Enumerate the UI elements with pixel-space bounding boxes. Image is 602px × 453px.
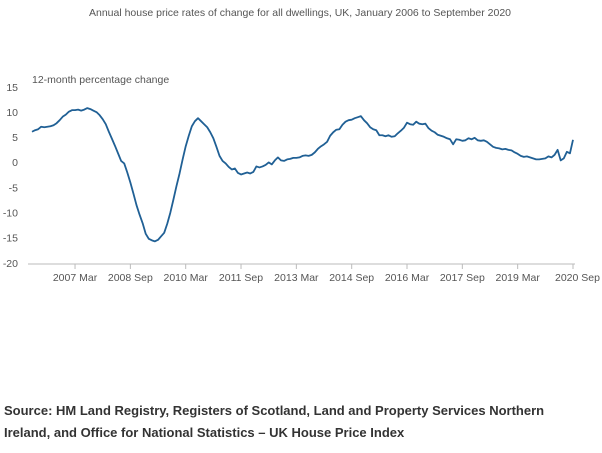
y-tick-label: 5 (12, 132, 18, 144)
x-tick-label: 2017 Sep (440, 272, 485, 284)
data-line (31, 107, 574, 243)
x-tick-label: 2020 Sep (555, 272, 600, 284)
y-tick-label: 10 (6, 107, 18, 119)
y-tick-label: -15 (3, 233, 18, 245)
x-tick-label: 2008 Sep (108, 272, 153, 284)
x-tick-label: 2013 Mar (274, 272, 319, 284)
y-axis-label: 12-month percentage change (32, 74, 169, 86)
chart: Annual house price rates of change for a… (3, 7, 600, 284)
y-tick-label: 15 (6, 82, 18, 94)
x-tick-label: 2014 Sep (329, 272, 374, 284)
y-tick-label: -5 (9, 182, 18, 194)
x-tick-label: 2011 Sep (219, 272, 263, 284)
x-tick-label: 2007 Mar (53, 272, 98, 284)
y-tick-label: 0 (12, 157, 18, 169)
source-note: Source: HM Land Registry, Registers of S… (4, 403, 545, 440)
y-tick-label: -10 (3, 207, 18, 219)
x-tick-label: 2010 Mar (164, 272, 209, 284)
chart-title: Annual house price rates of change for a… (89, 7, 511, 19)
x-tick-label: 2019 Mar (495, 272, 540, 284)
y-tick-label: -20 (3, 258, 18, 270)
x-tick-label: 2016 Mar (385, 272, 430, 284)
